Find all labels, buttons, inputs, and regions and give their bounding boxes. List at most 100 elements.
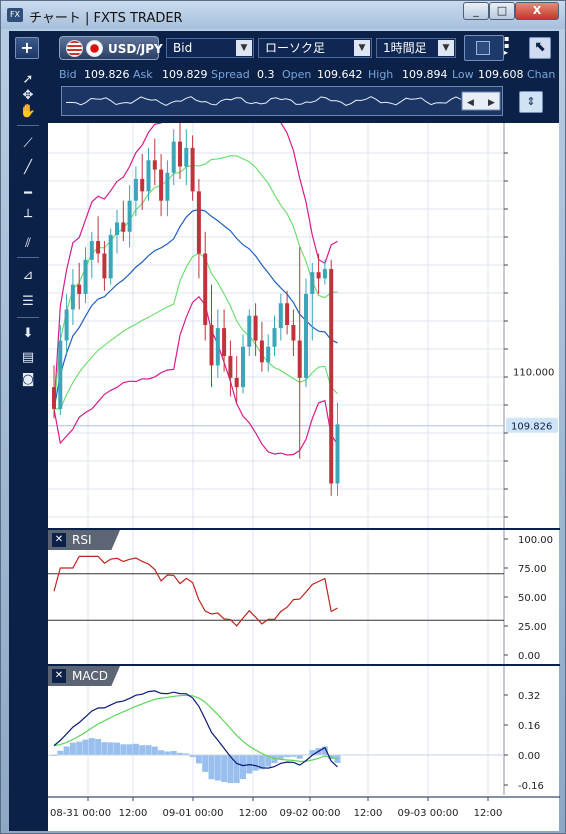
candle-up	[322, 269, 327, 279]
candle-down	[253, 315, 258, 341]
line-icon[interactable]: ╱	[24, 160, 32, 175]
candle-down	[96, 241, 101, 254]
chart-type-value: ローソク足	[265, 41, 326, 55]
macd-histogram-bar	[227, 755, 234, 784]
macd-histogram-bar	[126, 744, 133, 755]
macd-histogram-bar	[63, 746, 70, 755]
close-icon[interactable]: ✕	[52, 669, 66, 683]
current-price-label: 109.826	[511, 422, 552, 433]
candle-up	[146, 160, 151, 192]
candle-down	[121, 222, 126, 232]
macd-tick-label: 0.16	[518, 721, 540, 732]
panel-toggle-button[interactable]	[464, 35, 504, 61]
currency-pair-label: USD/JPY	[108, 42, 163, 56]
crosshair-move-icon[interactable]: ✥	[22, 88, 34, 103]
rsi-tick-label: 100.00	[518, 535, 553, 546]
navigator-svg: ◀ ▶	[65, 91, 501, 111]
macd-histogram-bar	[189, 755, 196, 758]
macd-tick-label: 0.00	[518, 751, 540, 762]
us-flag-icon	[66, 40, 83, 57]
timeframe-value: 1時間足	[383, 41, 427, 55]
macd-histogram-bar	[120, 744, 127, 755]
macd-histogram-bar	[151, 746, 158, 755]
maximize-button[interactable]: □	[489, 2, 515, 20]
candle-down	[209, 325, 214, 366]
candle-down	[203, 253, 208, 325]
time-axis-label: 12:00	[239, 808, 268, 819]
candle-down	[234, 377, 239, 388]
trendline-icon[interactable]: ⟋	[23, 136, 33, 151]
macd-tick-label: -0.16	[518, 781, 544, 792]
quote-bar: Bid 109.826 Ask 109.829 Spread 0.3 Open …	[9, 67, 559, 83]
toolbar: + USD/JPY Bid ▼ ローソク足 ▼ 1時間足 ▼ ▪ ▪ ▸ ⬉	[9, 31, 559, 65]
time-axis-label: 12:00	[474, 808, 503, 819]
bid-value: 109.826	[84, 68, 130, 81]
candle-up	[247, 315, 252, 347]
candle-down	[178, 141, 182, 167]
navigator-mini-chart[interactable]: ◀ ▶	[61, 86, 503, 116]
macd-histogram-bar	[290, 755, 297, 757]
channel-icon[interactable]: ⫽	[25, 236, 31, 251]
rsi-label: RSI	[72, 533, 92, 547]
macd-histogram-bar	[177, 752, 183, 755]
time-axis-label: 12:00	[354, 808, 383, 819]
macd-histogram-bar	[202, 755, 209, 772]
macd-histogram-bar	[258, 755, 265, 770]
candle-up	[70, 284, 75, 310]
list-icon[interactable]: ▤	[21, 350, 35, 365]
macd-histogram-bar	[195, 755, 202, 764]
timeframe-select[interactable]: 1時間足 ▼	[376, 38, 456, 58]
spread-label: Spread	[211, 68, 250, 81]
macd-histogram-bar	[252, 755, 259, 771]
macd-histogram-bar	[240, 755, 246, 780]
close-icon[interactable]: ✕	[52, 533, 66, 547]
candle-up	[310, 272, 315, 294]
add-chart-button[interactable]: +	[15, 37, 39, 59]
navigator-left-arrow-icon[interactable]: ◀	[467, 98, 474, 108]
chart-lock-button[interactable]: ⇕	[519, 91, 543, 113]
macd-histogram-bar	[101, 742, 108, 755]
chart-type-select[interactable]: ローソク足 ▼	[258, 38, 372, 58]
macd-histogram-bar	[57, 750, 64, 755]
navigator-right-arrow-icon[interactable]: ▶	[488, 98, 495, 108]
chart-area[interactable]: 110.000 109.826 100.00 75.00 50.00 25.00 0.00 0…	[47, 123, 560, 831]
currency-pair-selector[interactable]: USD/JPY	[59, 36, 163, 60]
title-bar[interactable]: FX チャート | FXTS TRADER _ □ X	[1, 1, 565, 29]
hand-icon[interactable]: ✋	[19, 104, 37, 119]
drawing-toolbar: ➚ ✥ ✋ ⟋ ╱ ━ ┴ ⫽ ⊿ ☰ ⬇ ▤ ◙	[9, 67, 47, 831]
macd-histogram-bar	[88, 738, 95, 755]
fibonacci-fan-icon[interactable]: ⊿	[22, 268, 34, 283]
candle-up	[133, 178, 138, 201]
fibonacci-retracement-icon[interactable]: ☰	[22, 294, 34, 309]
horizontal-line-icon[interactable]: ━	[24, 186, 32, 201]
minimize-button[interactable]: _	[463, 2, 489, 20]
expand-button[interactable]: ⬉	[529, 37, 551, 59]
navigator-handle[interactable]	[461, 91, 501, 111]
candle-up	[304, 293, 308, 378]
candle-up	[58, 340, 63, 409]
chevron-down-icon: ▼	[236, 40, 252, 56]
rsi-panel-label: ✕ RSI	[48, 530, 120, 550]
chevron-down-icon: ▼	[438, 40, 454, 56]
cursor-icon[interactable]: ➚	[22, 72, 34, 87]
vertical-line-icon[interactable]: ┴	[24, 210, 32, 225]
macd-histogram-bar	[158, 750, 165, 755]
close-button[interactable]: X	[515, 2, 559, 20]
candle-down	[159, 169, 164, 201]
toolbar-menu-icon[interactable]: ▪ ▪ ▸	[504, 34, 510, 57]
candle-up	[165, 172, 170, 201]
low-label: Low	[452, 68, 474, 81]
macd-label: MACD	[72, 669, 108, 683]
price-type-select[interactable]: Bid ▼	[166, 38, 254, 58]
candle-down	[196, 191, 201, 254]
toolbar-divider	[17, 257, 39, 258]
download-icon[interactable]: ⬇	[22, 326, 34, 341]
candle-up	[266, 346, 271, 363]
rsi-tick-label: 75.00	[518, 564, 547, 575]
candle-down	[291, 325, 296, 341]
current-price-badge	[506, 417, 558, 433]
candle-down	[259, 340, 264, 363]
bid-label: Bid	[59, 68, 77, 81]
camera-icon[interactable]: ◙	[21, 372, 35, 387]
